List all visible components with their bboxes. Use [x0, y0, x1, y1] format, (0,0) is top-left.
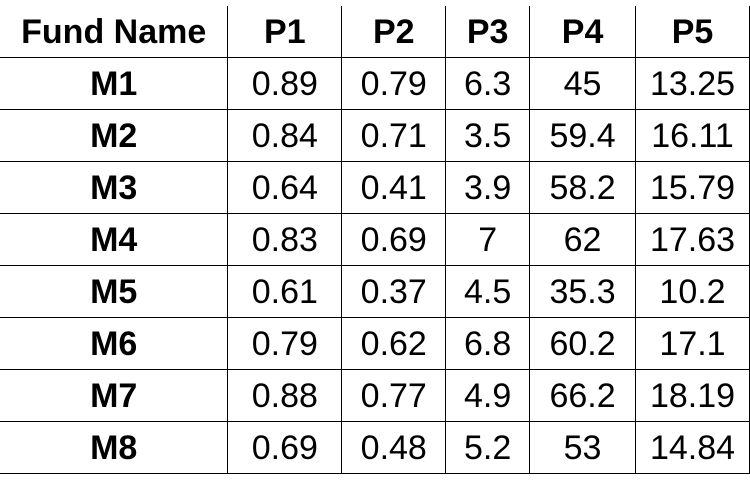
fund-table: Fund Name P1 P2 P3 P4 P5 M1 0.89 0.79 6.3 45…	[0, 6, 750, 474]
cell-p1: 0.84	[227, 109, 343, 162]
table-row: M4 0.83 0.69 7 62 17.63	[0, 213, 750, 266]
cell-p5: 18.19	[635, 369, 750, 422]
cell-p5: 13.25	[635, 57, 750, 110]
column-header-p4: P4	[529, 6, 637, 58]
cell-p4: 53	[529, 421, 637, 474]
cell-fund-name: M6	[0, 317, 229, 370]
column-header-fund-name: Fund Name	[0, 6, 229, 58]
cell-p2: 0.41	[341, 161, 447, 214]
cell-p5: 17.63	[635, 213, 750, 266]
cell-p5: 16.11	[635, 109, 750, 162]
cell-p2: 0.62	[341, 317, 447, 370]
table-row: M5 0.61 0.37 4.5 35.3 10.2	[0, 265, 750, 318]
cell-p4: 35.3	[529, 265, 637, 318]
cell-p3: 6.8	[445, 317, 531, 370]
cell-p1: 0.64	[227, 161, 343, 214]
table-row: M7 0.88 0.77 4.9 66.2 18.19	[0, 369, 750, 422]
cell-p5: 15.79	[635, 161, 750, 214]
cell-p4: 60.2	[529, 317, 637, 370]
table-row: M1 0.89 0.79 6.3 45 13.25	[0, 57, 750, 110]
cell-p4: 59.4	[529, 109, 637, 162]
table-body: M1 0.89 0.79 6.3 45 13.25 M2 0.84 0.71 3.5 59.4 16.…	[0, 57, 750, 474]
cell-p2: 0.48	[341, 421, 447, 474]
table-row: M3 0.64 0.41 3.9 58.2 15.79	[0, 161, 750, 214]
cell-p2: 0.37	[341, 265, 447, 318]
table-row: M2 0.84 0.71 3.5 59.4 16.11	[0, 109, 750, 162]
cell-p4: 58.2	[529, 161, 637, 214]
cell-p2: 0.71	[341, 109, 447, 162]
cell-p5: 14.84	[635, 421, 750, 474]
column-header-p2: P2	[341, 6, 447, 58]
cell-p3: 5.2	[445, 421, 531, 474]
cell-p3: 3.5	[445, 109, 531, 162]
cell-p5: 17.1	[635, 317, 750, 370]
cell-p4: 45	[529, 57, 637, 110]
cell-p1: 0.89	[227, 57, 343, 110]
table-row: M6 0.79 0.62 6.8 60.2 17.1	[0, 317, 750, 370]
cell-fund-name: M7	[0, 369, 229, 422]
column-header-p1: P1	[227, 6, 343, 58]
column-header-p5: P5	[635, 6, 750, 58]
cell-p3: 3.9	[445, 161, 531, 214]
cell-p2: 0.79	[341, 57, 447, 110]
cell-fund-name: M5	[0, 265, 229, 318]
cell-p1: 0.83	[227, 213, 343, 266]
cell-p1: 0.88	[227, 369, 343, 422]
cell-p3: 4.9	[445, 369, 531, 422]
cell-fund-name: M4	[0, 213, 229, 266]
cell-p1: 0.61	[227, 265, 343, 318]
cell-p2: 0.77	[341, 369, 447, 422]
cell-fund-name: M3	[0, 161, 229, 214]
table-row: M8 0.69 0.48 5.2 53 14.84	[0, 421, 750, 474]
column-header-p3: P3	[445, 6, 531, 58]
cell-p3: 6.3	[445, 57, 531, 110]
cell-fund-name: M1	[0, 57, 229, 110]
cell-p4: 62	[529, 213, 637, 266]
cell-fund-name: M8	[0, 421, 229, 474]
table-header-row: Fund Name P1 P2 P3 P4 P5	[0, 6, 750, 58]
cell-p1: 0.69	[227, 421, 343, 474]
cell-p5: 10.2	[635, 265, 750, 318]
cell-p1: 0.79	[227, 317, 343, 370]
cell-p2: 0.69	[341, 213, 447, 266]
cell-p3: 4.5	[445, 265, 531, 318]
cell-p4: 66.2	[529, 369, 637, 422]
cell-fund-name: M2	[0, 109, 229, 162]
cell-p3: 7	[445, 213, 531, 266]
